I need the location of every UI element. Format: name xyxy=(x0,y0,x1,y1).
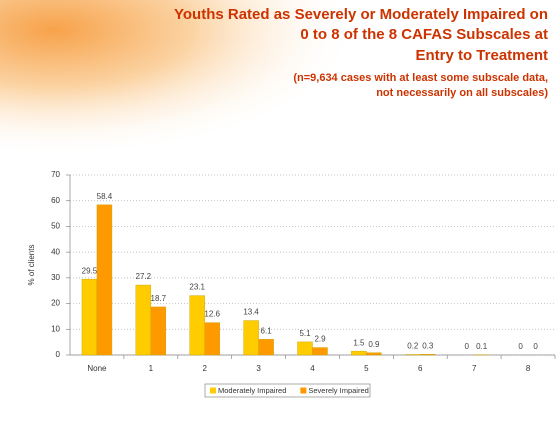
data-label: 13.4 xyxy=(243,308,259,317)
x-tick-label: 8 xyxy=(526,364,531,373)
x-tick-label: 4 xyxy=(310,364,315,373)
data-label: 58.4 xyxy=(97,192,113,201)
chart-title: 0 to 8 of the 8 CAFAS Subscales at xyxy=(300,26,548,43)
x-tick-label: 7 xyxy=(472,364,477,373)
data-label: 0.1 xyxy=(476,342,488,351)
x-tick-label: 5 xyxy=(364,364,369,373)
y-tick-label: 10 xyxy=(51,324,60,333)
legend-swatch xyxy=(300,387,307,394)
decoration xyxy=(0,0,360,150)
y-tick-label: 30 xyxy=(51,273,60,282)
chart-subtitle: (n=9,634 cases with at least some subsca… xyxy=(293,72,548,84)
data-label: 0 xyxy=(533,342,538,351)
data-label: 0.3 xyxy=(422,341,434,350)
bar xyxy=(189,295,205,356)
bar xyxy=(243,320,259,356)
data-label: 0.9 xyxy=(368,340,380,349)
y-tick-label: 40 xyxy=(51,247,60,256)
bar xyxy=(405,354,421,356)
data-label: 12.6 xyxy=(204,310,220,319)
data-label: 1.5 xyxy=(353,338,365,347)
data-label: 5.1 xyxy=(299,329,311,338)
data-label: 23.1 xyxy=(189,283,205,292)
bar xyxy=(312,347,328,356)
bar xyxy=(366,352,382,356)
bar xyxy=(258,339,274,356)
chart-title: Entry to Treatment xyxy=(415,47,548,64)
y-tick-label: 20 xyxy=(51,299,60,308)
data-label: 2.9 xyxy=(314,335,326,344)
legend-label: Severely Impaired xyxy=(308,386,368,395)
data-label: 29.5 xyxy=(82,266,98,275)
x-tick-label: 6 xyxy=(418,364,423,373)
data-label: 0 xyxy=(518,342,523,351)
bar xyxy=(351,350,367,356)
bar xyxy=(96,204,113,356)
y-tick-label: 60 xyxy=(51,196,60,205)
bar xyxy=(420,354,436,356)
bar xyxy=(150,306,167,356)
x-tick-label: None xyxy=(87,364,107,373)
bar xyxy=(297,341,313,356)
chart-title: Youths Rated as Severely or Moderately I… xyxy=(174,6,548,23)
data-label: 6.1 xyxy=(261,326,273,335)
y-axis-label: % of clients xyxy=(27,245,36,286)
y-tick-label: 50 xyxy=(51,222,60,231)
data-label: 27.2 xyxy=(136,272,152,281)
data-label: 0.2 xyxy=(407,342,419,351)
data-label: 0 xyxy=(464,342,469,351)
data-label: 18.7 xyxy=(151,294,167,303)
legend xyxy=(204,383,371,398)
x-tick-label: 3 xyxy=(256,364,261,373)
legend-label: Moderately Impaired xyxy=(218,386,286,395)
x-tick-label: 1 xyxy=(149,364,154,373)
y-tick-label: 70 xyxy=(51,170,60,179)
y-tick-label: 0 xyxy=(56,350,61,359)
bar xyxy=(81,278,98,356)
x-tick-label: 2 xyxy=(202,364,207,373)
legend-swatch xyxy=(210,387,216,394)
chart-subtitle: not necessarily on all subscales) xyxy=(376,87,548,99)
bar xyxy=(135,284,152,356)
bar xyxy=(204,322,220,356)
